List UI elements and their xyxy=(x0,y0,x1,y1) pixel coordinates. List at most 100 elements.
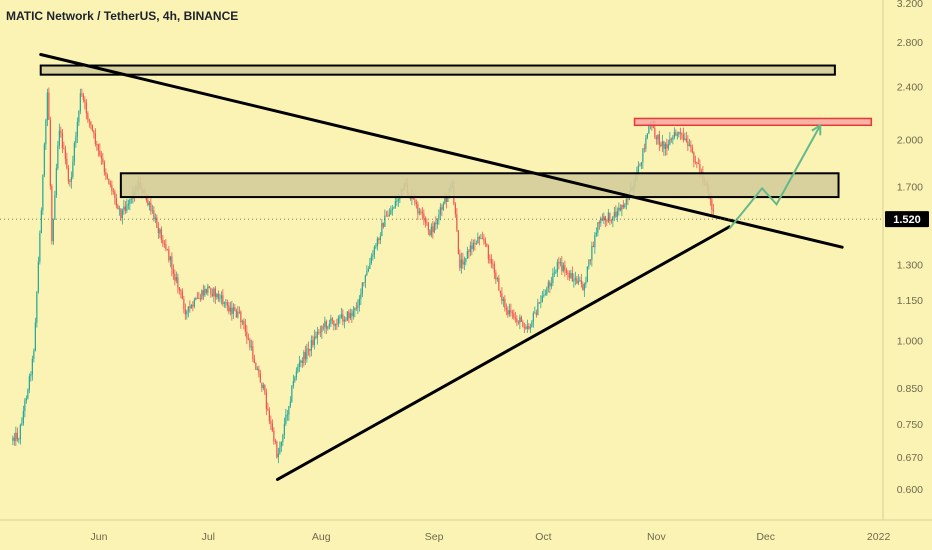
candle-body xyxy=(204,288,206,296)
candle-body xyxy=(528,326,530,329)
candle-body xyxy=(565,270,567,273)
candle-body xyxy=(538,302,540,304)
candle-body xyxy=(219,298,221,300)
candle-body xyxy=(379,235,381,241)
candle-body xyxy=(169,256,171,261)
candle-body xyxy=(474,242,476,244)
candle-body xyxy=(109,183,111,185)
candle-body xyxy=(327,326,329,329)
candle-body xyxy=(364,275,366,283)
candle-body xyxy=(286,414,288,416)
candle-body xyxy=(76,122,78,137)
candle-body xyxy=(283,423,285,435)
y-tick-label: 1.300 xyxy=(897,260,923,272)
candle-body xyxy=(126,205,128,211)
descending-trendline[interactable] xyxy=(39,52,844,249)
candle-body xyxy=(22,410,24,424)
candle-body xyxy=(603,216,605,221)
candle-body xyxy=(258,368,260,374)
candle-body xyxy=(571,272,573,282)
candle-body xyxy=(186,311,188,315)
candle-body xyxy=(375,246,377,248)
candle-body xyxy=(586,266,588,282)
candle-body xyxy=(609,212,611,221)
candle-body xyxy=(693,152,695,162)
candle-body xyxy=(567,272,569,274)
candle-body xyxy=(84,100,86,103)
candle-body xyxy=(183,298,185,310)
candle-body xyxy=(39,233,41,262)
middle-zone[interactable] xyxy=(119,172,840,199)
ascending-trendline[interactable] xyxy=(276,225,731,481)
candle-body xyxy=(49,119,51,187)
candle-body xyxy=(310,340,312,351)
candle-body xyxy=(424,218,426,223)
projection-path[interactable] xyxy=(728,124,822,230)
candle-body xyxy=(352,310,354,317)
candle-body xyxy=(372,254,374,257)
candle-body xyxy=(333,320,335,326)
candle-body xyxy=(244,324,246,332)
candle-body xyxy=(384,215,386,227)
candle-body xyxy=(697,163,699,165)
candle-body xyxy=(507,309,509,315)
candle-body xyxy=(684,138,686,140)
candle-body xyxy=(280,441,282,448)
candle-body xyxy=(487,245,489,260)
candle-body xyxy=(592,245,594,248)
candle-body xyxy=(319,331,321,333)
candle-body xyxy=(363,282,365,284)
candle-body xyxy=(562,265,564,272)
resistance-zone[interactable] xyxy=(633,117,873,127)
candle-body xyxy=(552,273,554,284)
candle-body xyxy=(180,289,182,292)
candle-body xyxy=(588,259,590,267)
candle-body xyxy=(19,425,21,440)
candle-body xyxy=(214,288,216,298)
candle-body xyxy=(442,203,444,210)
candle-body xyxy=(21,423,23,426)
candle-body xyxy=(570,272,572,278)
candle-body xyxy=(309,348,311,351)
candle-body xyxy=(111,184,113,192)
upper-supply-zone[interactable] xyxy=(39,64,836,76)
y-tick-label: 0.600 xyxy=(897,484,923,496)
candle-body xyxy=(210,288,212,295)
candle-body xyxy=(306,348,308,360)
candle-body xyxy=(325,321,327,329)
candle-body xyxy=(351,313,353,317)
candle-body xyxy=(415,202,417,205)
candle-body xyxy=(456,214,458,231)
y-tick-label: 3.200 xyxy=(897,0,923,10)
candle-body xyxy=(574,278,576,280)
candle-body xyxy=(643,148,645,150)
candle-body xyxy=(580,280,582,284)
candle-body xyxy=(513,313,515,318)
candle-body xyxy=(349,313,351,319)
candle-body xyxy=(652,126,654,128)
candle-body xyxy=(615,212,617,217)
candle-body xyxy=(270,421,272,424)
y-tick-label: 2.800 xyxy=(897,37,923,49)
candle-body xyxy=(51,186,53,242)
x-tick-label: Nov xyxy=(647,531,666,543)
candle-body xyxy=(585,281,587,285)
candle-body xyxy=(459,254,461,269)
candle-body xyxy=(573,279,575,282)
candle-body xyxy=(61,133,63,149)
candle-body xyxy=(370,256,372,264)
candle-body xyxy=(321,326,323,332)
candle-body xyxy=(235,310,237,318)
candle-body xyxy=(597,222,599,233)
candle-body xyxy=(460,259,462,269)
candle-body xyxy=(255,362,257,370)
candle-body xyxy=(672,137,674,140)
candle-body xyxy=(465,258,467,262)
x-tick-label: Aug xyxy=(312,531,331,543)
candle-body xyxy=(681,133,683,135)
candle-body xyxy=(259,373,261,383)
candle-body xyxy=(496,278,498,280)
candle-body xyxy=(85,102,87,114)
candle-body xyxy=(216,293,218,298)
